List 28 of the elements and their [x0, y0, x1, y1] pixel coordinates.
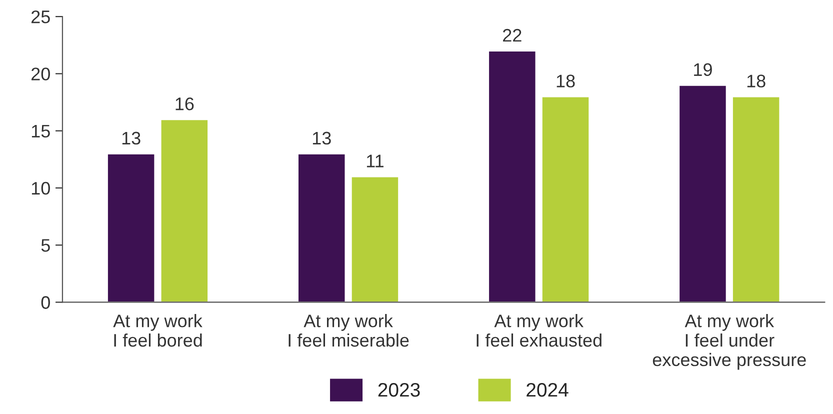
data-label: 19 — [694, 63, 712, 76]
data-label: 11 — [366, 154, 384, 168]
data-label: 13 — [312, 132, 331, 145]
legend-label: 2023 — [378, 382, 420, 397]
y-tick-label: 5 — [41, 239, 50, 252]
y-tick-label: 15 — [32, 124, 50, 138]
bar — [106, 152, 156, 302]
data-label: 18 — [747, 74, 766, 88]
bar — [678, 84, 728, 302]
bar — [350, 176, 400, 302]
data-label: 22 — [503, 28, 522, 42]
y-tick-label: 25 — [31, 10, 50, 24]
legend-label: 2024 — [526, 382, 568, 397]
y-tick-label: 0 — [41, 296, 50, 309]
bar — [160, 118, 209, 302]
y-tick-label: 20 — [31, 68, 50, 80]
data-label: 16 — [176, 97, 194, 110]
bar — [732, 96, 781, 302]
bar — [297, 152, 346, 302]
x-tick-label: At my work I feel under excessive pressure — [652, 314, 806, 370]
x-tick-label: At my work I feel exhausted — [476, 314, 602, 347]
bar — [488, 50, 537, 302]
y-tick-label: 10 — [32, 182, 50, 195]
data-label: 18 — [556, 74, 575, 88]
x-tick-label: At my work I feel miserable — [288, 314, 409, 347]
bar — [541, 96, 590, 302]
x-tick-label: At my work I feel bored — [113, 314, 202, 347]
data-label: 13 — [122, 132, 140, 145]
